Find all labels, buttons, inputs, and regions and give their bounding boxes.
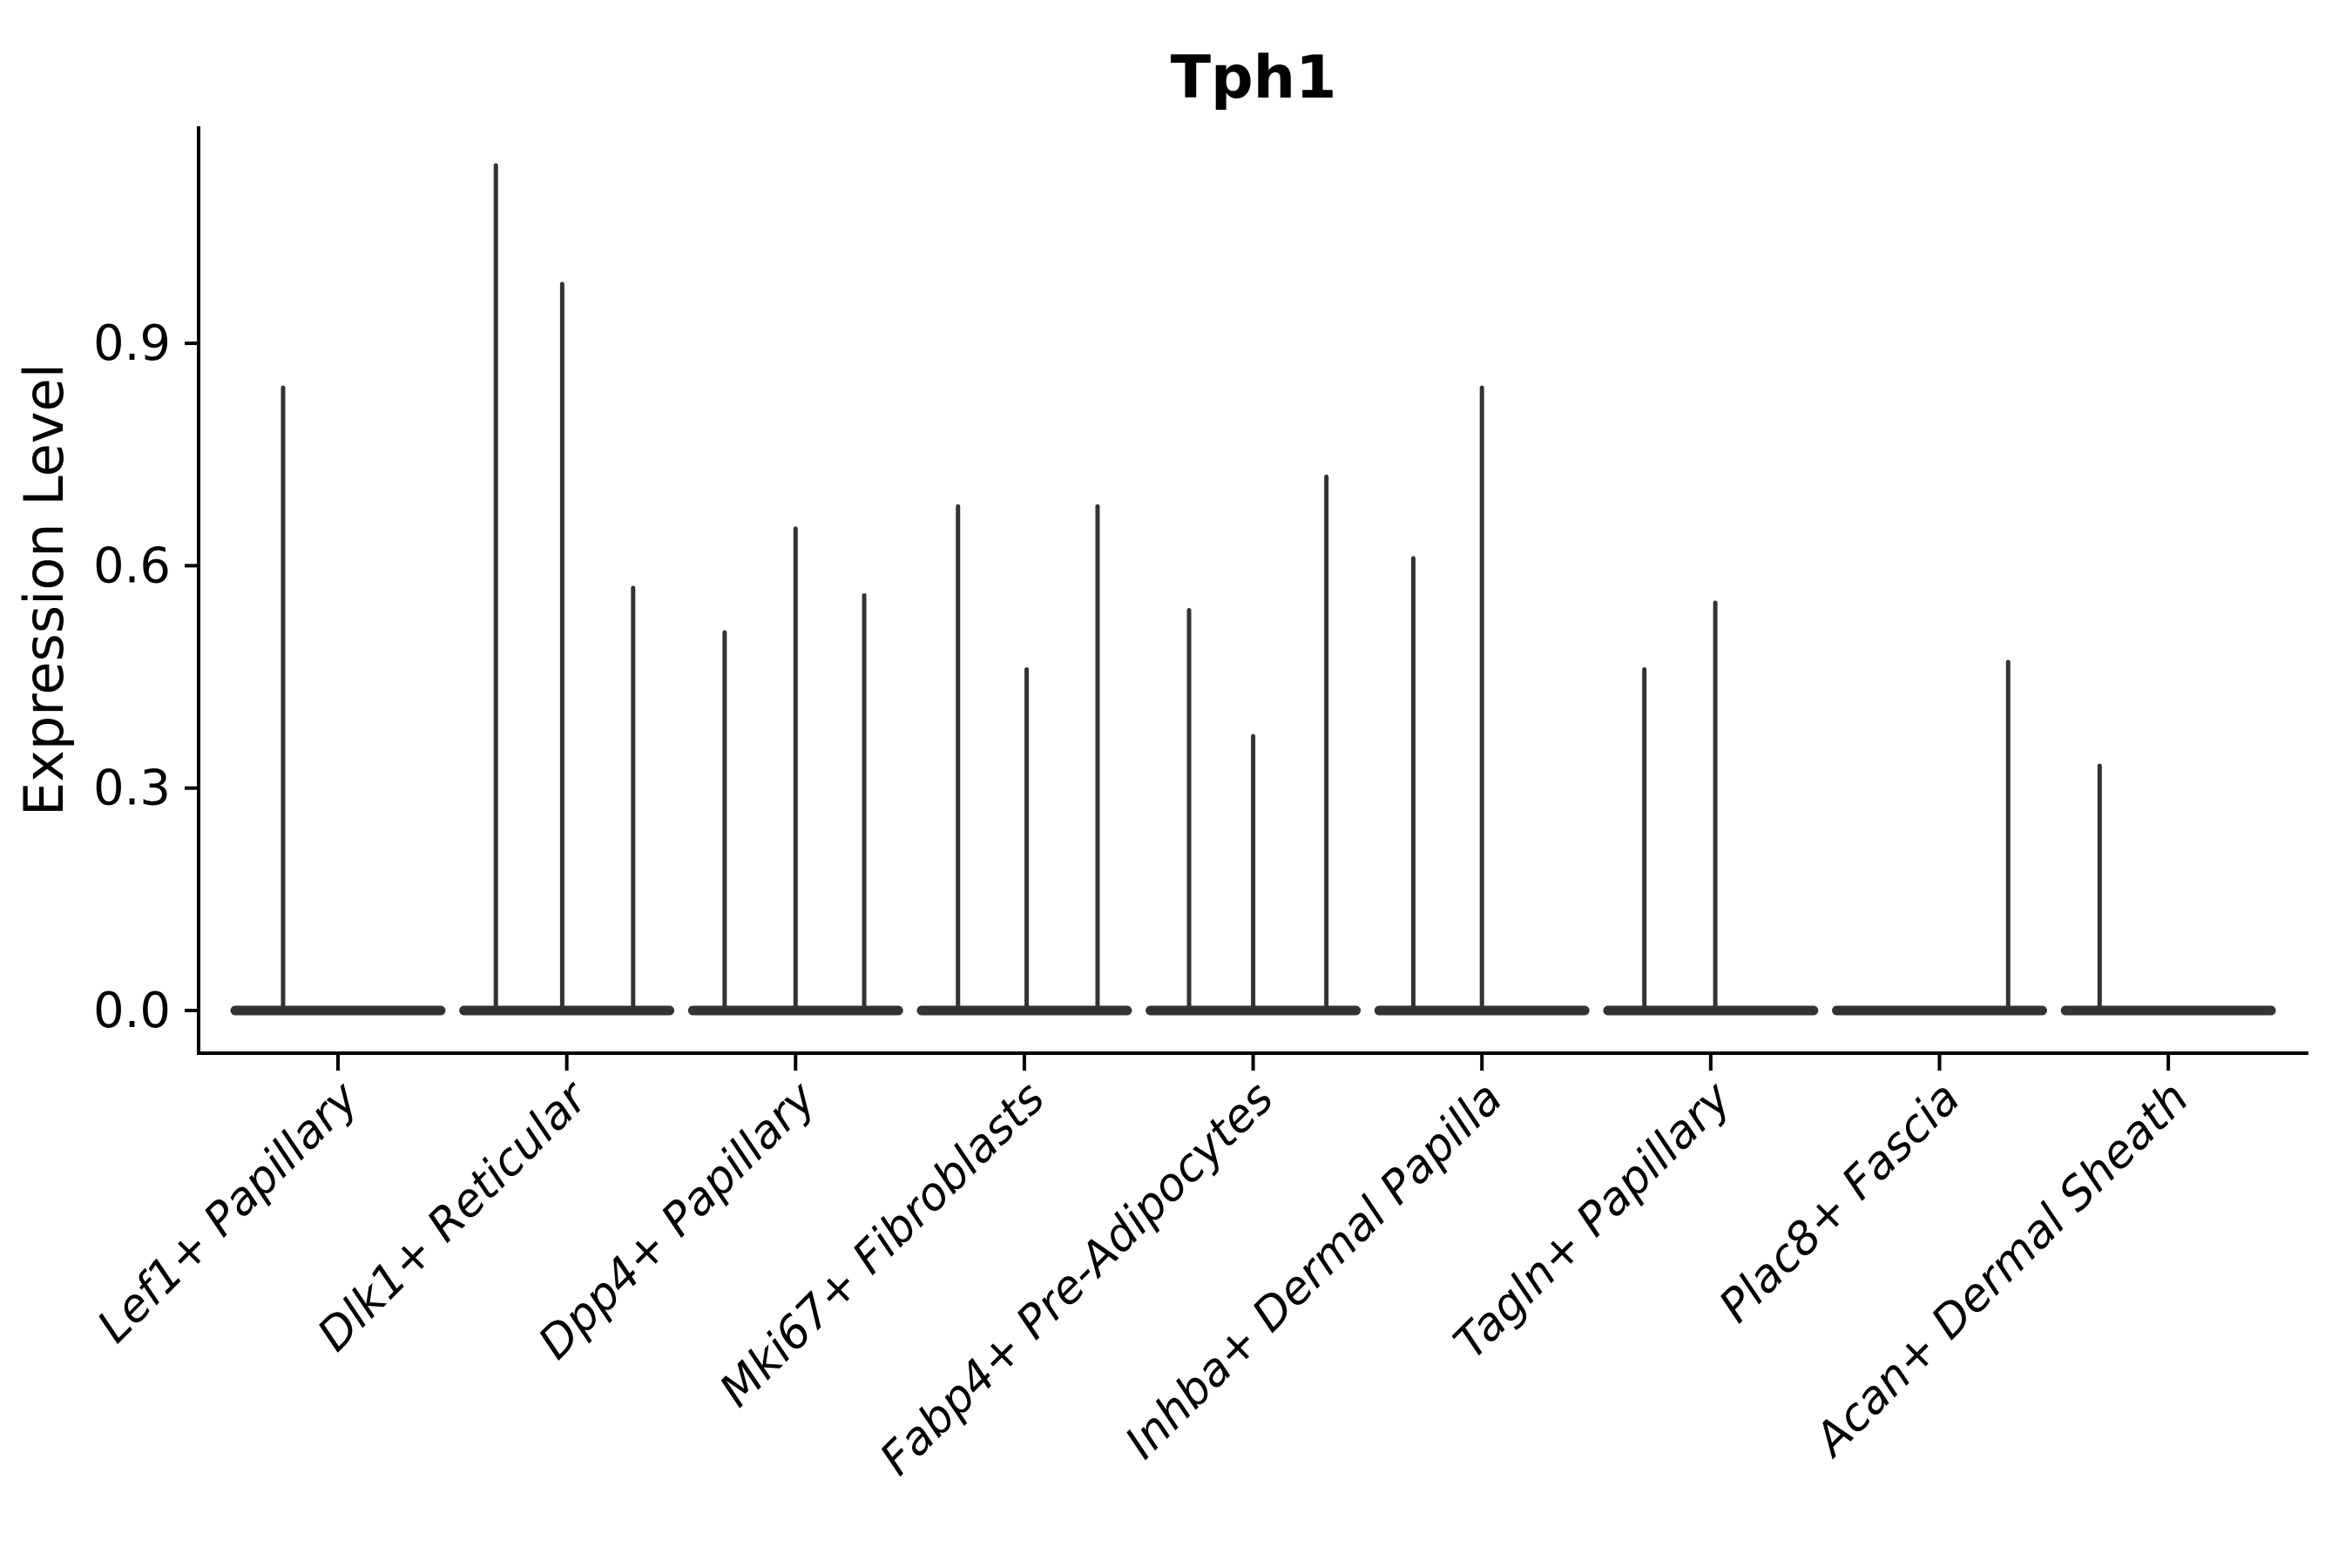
x-tick-label: Plac8+ Fascia xyxy=(1709,1072,1970,1333)
y-axis-label: Expression Level xyxy=(12,363,76,816)
x-tick-label: Fabp4+ Pre-Adipocytes xyxy=(870,1072,1284,1486)
violin-base xyxy=(916,1005,1132,1016)
x-tick-label: Inhba+ Dermal Papilla xyxy=(1116,1072,1513,1470)
violin-base xyxy=(2060,1005,2276,1016)
violins xyxy=(230,163,2276,1016)
y-tick-label: 0.9 xyxy=(93,315,171,372)
y-tick-label: 0.0 xyxy=(93,983,171,1039)
y-tick-label: 0.3 xyxy=(93,760,171,817)
violin-base xyxy=(459,1005,675,1016)
plot-title: Tph1 xyxy=(1171,44,1337,112)
violin-base xyxy=(1603,1005,1819,1016)
x-tick-label: Acan+ Dermal Sheath xyxy=(1803,1072,2199,1468)
violin-base xyxy=(230,1005,446,1016)
violin-base xyxy=(1832,1005,2047,1016)
y-tick-label: 0.6 xyxy=(93,537,171,594)
